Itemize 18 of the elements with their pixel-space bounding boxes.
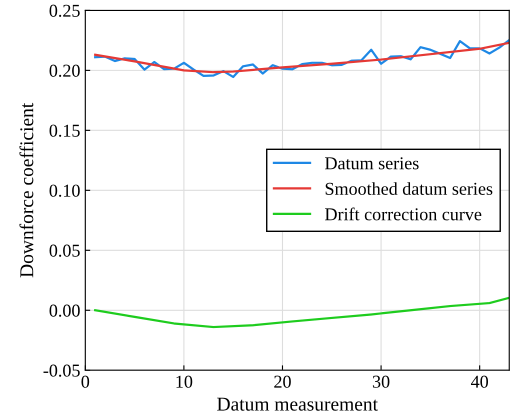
y-tick-label: 0.25 xyxy=(50,4,80,17)
x-axis-title: Datum measurement xyxy=(217,398,378,411)
y-tick-label: -0.05 xyxy=(44,364,80,377)
x-tick-label: 20 xyxy=(274,376,291,388)
x-tick-label: 30 xyxy=(372,376,390,388)
y-tick-label: 0.20 xyxy=(50,64,80,77)
y-axis-title: Downforce coefficient xyxy=(19,102,34,278)
legend-label: Smoothed datum series xyxy=(326,182,492,195)
line-series xyxy=(94,296,510,328)
legend-label: Datum series xyxy=(325,157,419,170)
y-tick-label: 0.05 xyxy=(50,244,80,257)
y-tick-label: 0.00 xyxy=(50,304,80,317)
x-tick-label: 0 xyxy=(81,376,90,388)
x-tick-label: 40 xyxy=(470,376,488,388)
x-tick-label: 10 xyxy=(176,376,192,388)
y-tick-label: 0.10 xyxy=(50,184,80,197)
y-tick-label: 0.15 xyxy=(50,124,80,137)
legend-label: Drift correction curve xyxy=(325,208,482,220)
